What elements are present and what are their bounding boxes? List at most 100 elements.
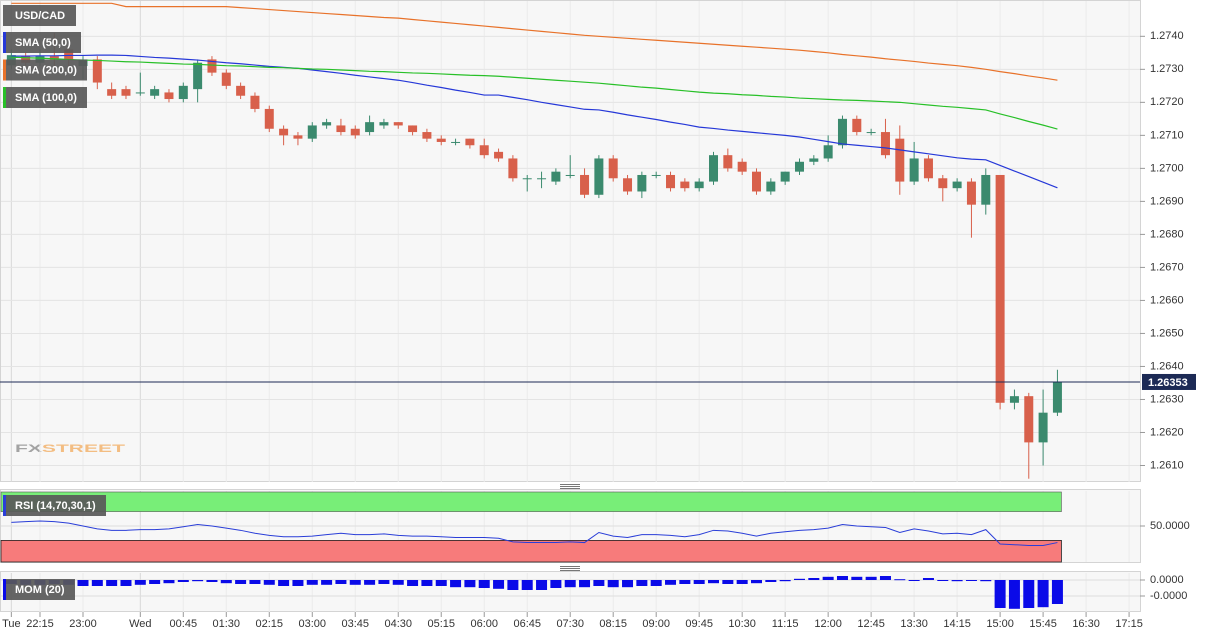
candle-body: [837, 118, 847, 146]
momentum-bar: [736, 580, 748, 584]
x-tick-label: 23:00: [69, 618, 97, 630]
x-tick-label: 16:30: [1072, 618, 1100, 630]
candle-body: [938, 178, 948, 189]
legend-label: SMA (50,0): [15, 37, 71, 49]
momentum-bar: [765, 580, 777, 582]
momentum-bar: [120, 580, 132, 586]
y-tick-label: 1.2680: [1150, 228, 1184, 240]
legend-swatch: [3, 59, 6, 81]
candle-body: [823, 145, 833, 159]
candle-body: [336, 125, 346, 133]
candle-body: [780, 171, 790, 182]
candle-body: [193, 62, 203, 90]
legend-entry[interactable]: USD/CAD: [3, 5, 76, 26]
candle-body: [465, 138, 475, 146]
legend-swatch: [3, 579, 6, 600]
legend-entry[interactable]: SMA (200,0): [3, 59, 87, 81]
candle-body: [264, 108, 274, 129]
panel-resizer[interactable]: [560, 484, 580, 489]
momentum-bar: [693, 580, 705, 584]
candle-body: [608, 158, 618, 179]
y-tick-label: 1.2610: [1150, 459, 1184, 471]
legend-label: MOM (20): [15, 584, 65, 596]
candle-body: [522, 178, 532, 180]
momentum-bar: [292, 580, 304, 586]
y-tick-label: 50.0000: [1150, 520, 1190, 532]
y-tick-label: 1.2720: [1150, 96, 1184, 108]
momentum-bar: [1008, 580, 1020, 609]
x-tick-label: 03:00: [299, 618, 327, 630]
legend-swatch: [3, 87, 6, 108]
momentum-bar: [91, 580, 103, 586]
momentum-bar: [435, 580, 447, 586]
momentum-bar: [708, 580, 720, 584]
legend-entry[interactable]: MOM (20): [3, 579, 75, 600]
legend-box: [3, 32, 81, 53]
legend-box: [3, 5, 76, 26]
plot-content: Tue 22:15 23:00 Wed 00:45 01:30 02:15 03:00 03:4…: [0, 1, 1196, 630]
candle-body: [150, 89, 160, 96]
momentum-bar: [894, 579, 906, 581]
momentum-bar: [665, 580, 677, 585]
candle-body: [981, 174, 991, 205]
y-tick-label: 1.2730: [1150, 63, 1184, 75]
legend-entry[interactable]: RSI (14,70,30,1): [3, 495, 106, 516]
candle-body: [365, 122, 375, 133]
momentum-bar: [865, 576, 877, 580]
momentum-bar: [965, 580, 977, 581]
candle-body: [178, 85, 188, 100]
rsi-line: [11, 520, 1058, 546]
momentum-bar: [134, 580, 146, 585]
momentum-bar: [521, 580, 533, 590]
x-tick-label: 02:15: [256, 618, 284, 630]
candle-body: [995, 174, 1005, 403]
momentum-bar: [622, 580, 634, 588]
candle-body: [350, 128, 360, 136]
panel-resizer[interactable]: [560, 566, 580, 571]
momentum-bar: [679, 580, 691, 584]
momentum-bar: [450, 580, 462, 588]
momentum-bar: [206, 580, 218, 582]
momentum-bar: [980, 580, 992, 582]
legend-label: SMA (100,0): [15, 92, 77, 104]
candle-body: [766, 181, 776, 192]
y-tick-label: 1.2740: [1150, 30, 1184, 42]
legend-label: RSI (14,70,30,1): [15, 500, 96, 512]
candle-body: [866, 132, 876, 134]
momentum-bar: [149, 580, 161, 584]
candle-body: [322, 122, 332, 126]
legend-entry[interactable]: SMA (100,0): [3, 87, 87, 108]
candle-body: [1009, 396, 1019, 403]
candle-body: [537, 178, 547, 180]
candle-body: [651, 174, 661, 176]
x-tick-label: 04:30: [384, 618, 412, 630]
momentum-bar: [994, 580, 1006, 608]
legend-entry[interactable]: SMA (50,0): [3, 32, 81, 53]
candle-body: [221, 72, 231, 86]
momentum-bar: [593, 580, 605, 586]
last-price-label: 1.26353: [1148, 377, 1188, 389]
x-tick-label: 07:30: [556, 618, 584, 630]
candle-body: [752, 171, 761, 192]
y-tick-label: 1.2710: [1150, 129, 1184, 141]
momentum-bar: [77, 580, 89, 586]
momentum-bar: [879, 576, 891, 580]
x-tick-label: 13:30: [900, 618, 928, 630]
momentum-bar: [636, 580, 648, 586]
y-tick-label: 0.0000: [1150, 574, 1184, 586]
x-tick-label: 08:15: [599, 618, 627, 630]
legend-box: [3, 87, 87, 108]
momentum-bar: [937, 580, 949, 581]
candle-body: [64, 49, 74, 60]
watermark-fx: FX: [15, 443, 43, 455]
candle-body: [909, 158, 919, 182]
candle-body: [952, 181, 962, 189]
candle-body: [551, 171, 561, 182]
candle-body: [852, 118, 862, 133]
y-tick-label: 1.2660: [1150, 294, 1184, 306]
y-tick-label: 1.2630: [1150, 393, 1184, 405]
candle-body: [880, 132, 890, 156]
legend-swatch: [3, 495, 6, 516]
candle-body: [580, 174, 590, 195]
candle-body: [508, 158, 518, 179]
